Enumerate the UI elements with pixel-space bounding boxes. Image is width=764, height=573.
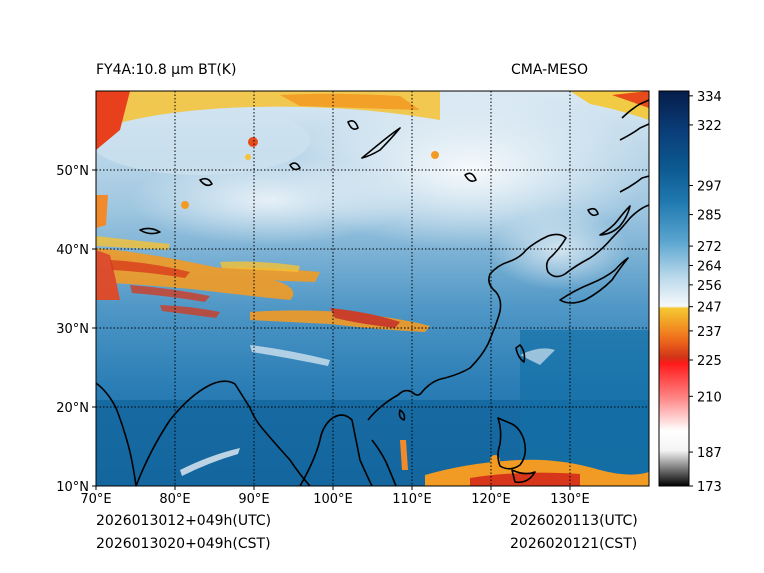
colorbar-tick-label: 322 <box>697 119 722 134</box>
lat-tick-label: 30°N <box>56 322 89 337</box>
colorbar <box>658 90 690 487</box>
lat-tick-label: 50°N <box>56 164 89 179</box>
lon-tick-label: 110°E <box>392 492 432 507</box>
chart-title: FY4A:10.8 µm BT(K) <box>96 62 237 78</box>
colorbar-tick-label: 173 <box>697 480 722 495</box>
valid-time-cst: 2026020121(CST) <box>510 536 638 552</box>
colorbar-tick-label: 225 <box>697 354 722 369</box>
lon-tick-label: 130°E <box>550 492 590 507</box>
colorbar-tick-label: 272 <box>697 240 722 255</box>
lon-tick-label: 80°E <box>159 492 190 507</box>
lon-tick-label: 100°E <box>313 492 353 507</box>
brightness-temperature-field <box>96 91 649 486</box>
lat-tick-label: 10°N <box>56 480 89 495</box>
init-time-cst: 2026013020+049h(CST) <box>96 536 271 552</box>
valid-time-utc: 2026020113(UTC) <box>510 513 638 529</box>
colorbar-ticks: 334 322 297 285 272 264 256 247 237 225 210 187 173 <box>689 90 722 495</box>
axis-ticks <box>92 169 571 490</box>
lon-tick-label: 120°E <box>471 492 511 507</box>
colorbar-tick-label: 247 <box>697 301 722 316</box>
model-name: CMA-MESO <box>511 62 589 78</box>
lon-tick-label: 90°E <box>238 492 269 507</box>
lat-tick-label: 20°N <box>56 401 89 416</box>
coastlines <box>96 99 649 486</box>
init-time-utc: 2026013012+049h(UTC) <box>96 513 272 529</box>
colorbar-tick-label: 285 <box>697 209 722 224</box>
colorbar-tick-label: 210 <box>697 390 722 405</box>
colorbar-tick-label: 187 <box>697 446 722 461</box>
colorbar-tick-label: 237 <box>697 325 722 340</box>
colorbar-tick-label: 334 <box>697 90 722 105</box>
lat-tick-label: 40°N <box>56 243 89 258</box>
colorbar-tick-label: 297 <box>697 180 722 195</box>
lon-tick-label: 70°E <box>80 492 111 507</box>
map-frame <box>95 90 650 487</box>
colorbar-tick-label: 256 <box>697 279 722 294</box>
graticule <box>96 91 649 486</box>
colorbar-tick-label: 264 <box>697 259 722 274</box>
